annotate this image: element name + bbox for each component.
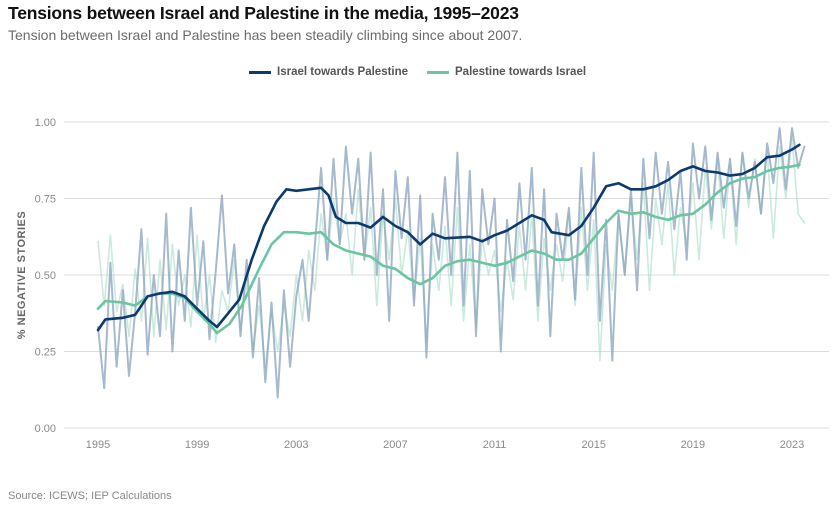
- palestine-smoothed-line: [96, 163, 801, 335]
- legend-swatch-palestine: [427, 70, 449, 74]
- x-tick-label: 2023: [780, 439, 804, 451]
- y-tick-label: 0.00: [35, 423, 56, 435]
- x-tick-label: 2011: [483, 439, 507, 451]
- legend-label-palestine: Palestine towards Israel: [455, 66, 587, 78]
- x-tick-label: 1999: [185, 439, 209, 451]
- x-tick-label: 2007: [383, 439, 407, 451]
- y-tick-label: 0.25: [35, 347, 56, 359]
- y-tick-label: 0.75: [35, 194, 56, 206]
- y-tick-labels: 0.00 0.25 0.50 0.75 1.00: [35, 117, 56, 435]
- x-tick-label: 1995: [86, 439, 110, 451]
- x-tick-label: 2015: [581, 439, 605, 451]
- y-tick-label: 0.50: [35, 270, 56, 282]
- y-tick-label: 1.00: [35, 117, 56, 129]
- israel-raw-line: [97, 127, 806, 399]
- legend-label-israel: Israel towards Palestine: [277, 66, 409, 78]
- x-tick-labels: 1995 1999 2003 2007 2011 2015 2019 2023: [86, 439, 804, 451]
- gridlines: [64, 121, 829, 429]
- chart-title: Tensions between Israel and Palestine in…: [8, 3, 519, 23]
- y-axis-label: % NEGATIVE STORIES: [16, 211, 28, 339]
- legend-item-palestine: Palestine towards Israel: [427, 66, 586, 78]
- legend: Israel towards Palestine Palestine towar…: [0, 66, 839, 82]
- legend-item-israel: Israel towards Palestine: [249, 66, 408, 78]
- source-note: Source: ICEWS; IEP Calculations: [8, 490, 172, 502]
- legend-swatch-israel: [249, 70, 271, 74]
- chart-subtitle: Tension between Israel and Palestine has…: [8, 27, 523, 43]
- israel-smoothed-line: [96, 143, 801, 332]
- x-tick-label: 2003: [284, 439, 308, 451]
- series-lines: [96, 127, 806, 399]
- x-tick-label: 2019: [681, 439, 705, 451]
